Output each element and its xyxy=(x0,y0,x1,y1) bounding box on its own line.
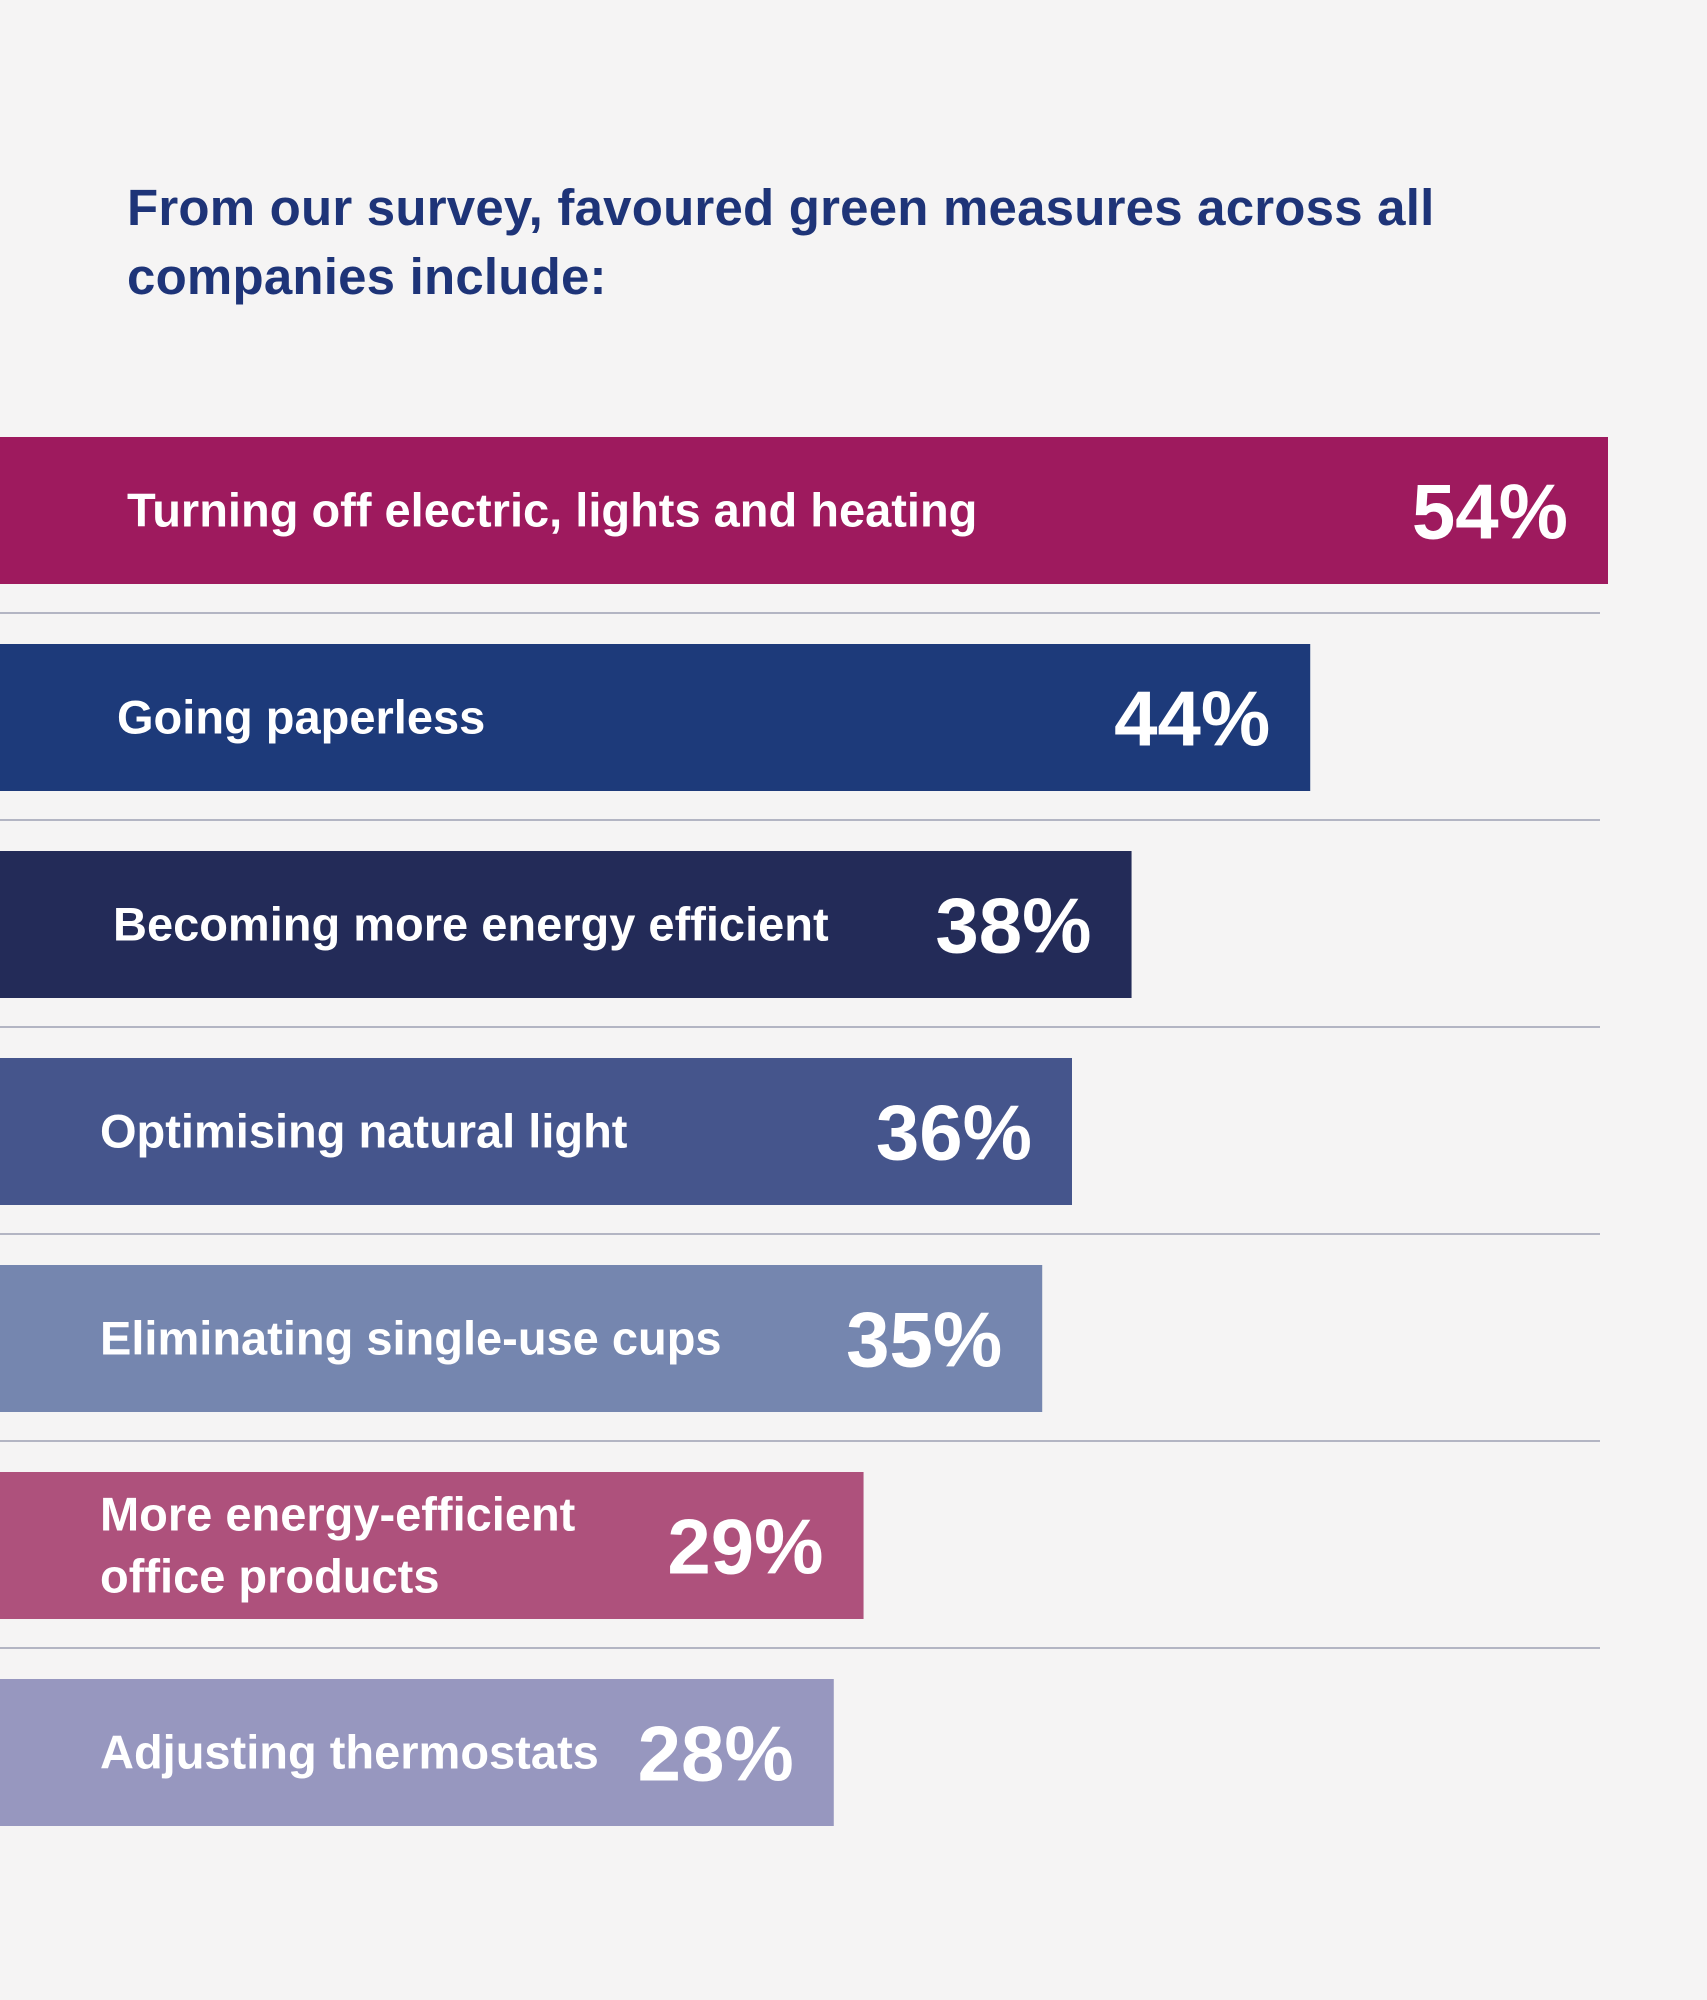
bar-4 xyxy=(0,1058,1072,1205)
bar-1 xyxy=(0,437,1608,584)
bar-label-3: Becoming more energy efficient xyxy=(113,898,829,951)
bar-2 xyxy=(0,644,1311,791)
bar-label-7: Adjusting thermostats xyxy=(100,1726,599,1779)
value-label-5: 35% xyxy=(846,1296,1002,1384)
bar-5 xyxy=(0,1265,1043,1412)
bar-3 xyxy=(0,851,1132,998)
bar-label-6: More energy-efficient office products xyxy=(100,1488,576,1603)
value-label-6: 29% xyxy=(667,1503,823,1591)
bar-label-1: Turning off electric, lights and heating xyxy=(127,484,977,537)
value-label-2: 44% xyxy=(1114,675,1270,763)
bar-7 xyxy=(0,1679,834,1826)
value-label-4: 36% xyxy=(876,1089,1032,1177)
bar-label-2: Going paperless xyxy=(117,691,485,744)
value-label-1: 54% xyxy=(1412,468,1568,556)
value-label-7: 28% xyxy=(638,1710,794,1798)
value-label-3: 38% xyxy=(935,882,1091,970)
bar-6 xyxy=(0,1472,864,1619)
bar-label-5: Eliminating single-use cups xyxy=(100,1312,722,1365)
chart-title: From our survey, favoured green measures… xyxy=(127,179,1435,305)
bar-label-4: Optimising natural light xyxy=(100,1105,628,1158)
